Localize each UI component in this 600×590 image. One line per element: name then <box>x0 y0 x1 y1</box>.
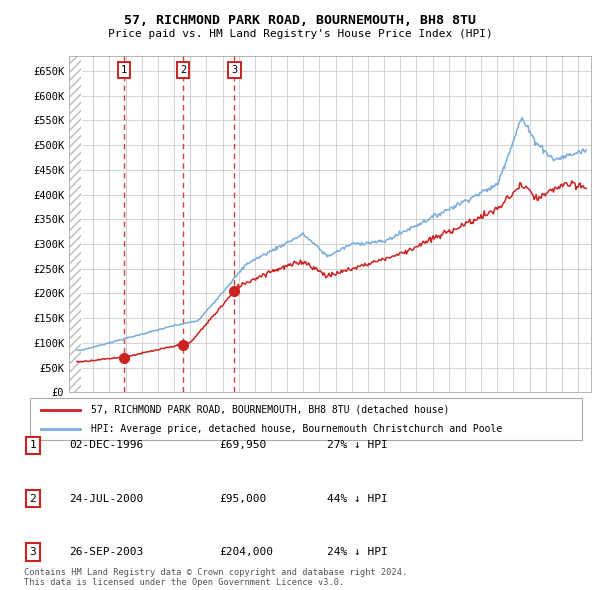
FancyBboxPatch shape <box>30 398 582 440</box>
Text: 26-SEP-2003: 26-SEP-2003 <box>69 547 143 556</box>
Text: Contains HM Land Registry data © Crown copyright and database right 2024.
This d: Contains HM Land Registry data © Crown c… <box>24 568 407 587</box>
Text: £95,000: £95,000 <box>219 494 266 503</box>
Text: 3: 3 <box>29 547 37 556</box>
Text: 2: 2 <box>29 494 37 503</box>
Text: Price paid vs. HM Land Registry's House Price Index (HPI): Price paid vs. HM Land Registry's House … <box>107 29 493 38</box>
Text: £69,950: £69,950 <box>219 441 266 450</box>
Text: 1: 1 <box>29 441 37 450</box>
Text: 1: 1 <box>121 65 127 76</box>
Text: 24-JUL-2000: 24-JUL-2000 <box>69 494 143 503</box>
Text: 2: 2 <box>180 65 186 76</box>
Text: 57, RICHMOND PARK ROAD, BOURNEMOUTH, BH8 8TU: 57, RICHMOND PARK ROAD, BOURNEMOUTH, BH8… <box>124 14 476 27</box>
Text: 57, RICHMOND PARK ROAD, BOURNEMOUTH, BH8 8TU (detached house): 57, RICHMOND PARK ROAD, BOURNEMOUTH, BH8… <box>91 405 449 415</box>
Text: 02-DEC-1996: 02-DEC-1996 <box>69 441 143 450</box>
Text: HPI: Average price, detached house, Bournemouth Christchurch and Poole: HPI: Average price, detached house, Bour… <box>91 424 502 434</box>
Text: 44% ↓ HPI: 44% ↓ HPI <box>327 494 388 503</box>
Text: 27% ↓ HPI: 27% ↓ HPI <box>327 441 388 450</box>
Text: 24% ↓ HPI: 24% ↓ HPI <box>327 547 388 556</box>
Text: £204,000: £204,000 <box>219 547 273 556</box>
Text: 3: 3 <box>232 65 238 76</box>
